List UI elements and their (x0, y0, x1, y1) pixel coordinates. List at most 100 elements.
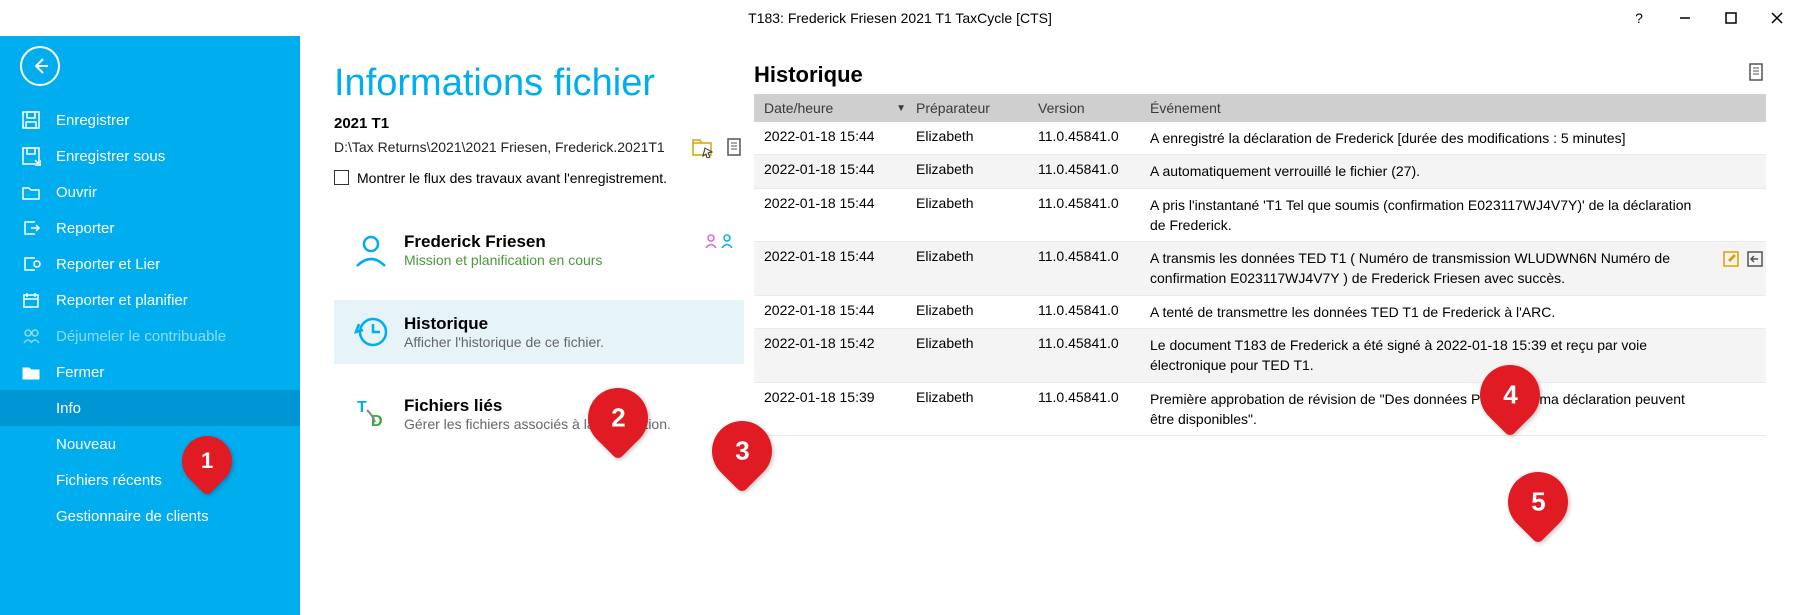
app-body: EnregistrerEnregistrer sousOuvrirReporte… (0, 36, 1800, 615)
history-card-sub: Afficher l'historique de ce fichier. (404, 334, 728, 350)
sidebar: EnregistrerEnregistrer sousOuvrirReporte… (0, 36, 300, 615)
sidebar-item[interactable]: Fermer (0, 354, 300, 390)
maximize-button[interactable] (1708, 0, 1754, 36)
unlink-people-icon (20, 325, 42, 347)
cell-preparer: Elizabeth (916, 248, 1038, 264)
table-row[interactable]: 2022-01-18 15:42Elizabeth11.0.45841.0Le … (754, 329, 1766, 383)
copy-page-icon (724, 138, 744, 160)
cell-preparer: Elizabeth (916, 335, 1038, 351)
copy-path-button[interactable] (724, 138, 744, 166)
cell-version: 11.0.45841.0 (1038, 128, 1150, 144)
table-row[interactable]: 2022-01-18 15:44Elizabeth11.0.45841.0A t… (754, 242, 1766, 296)
history-icon (353, 314, 389, 350)
year-label: 2021 T1 (334, 115, 744, 132)
history-table-body: 2022-01-18 15:44Elizabeth11.0.45841.0A e… (754, 122, 1766, 436)
save-icon (20, 109, 42, 131)
table-row[interactable]: 2022-01-18 15:39Elizabeth11.0.45841.0Pre… (754, 383, 1766, 437)
back-arrow-icon (30, 56, 50, 76)
sidebar-item[interactable]: Reporter et planifier (0, 282, 300, 318)
sidebar-sub-label: Info (56, 400, 81, 417)
history-card-title: Historique (404, 314, 728, 334)
sidebar-item[interactable]: Enregistrer sous (0, 138, 300, 174)
edit-snapshot-button[interactable] (1722, 250, 1740, 273)
close-icon (1771, 12, 1783, 24)
cell-event: Première approbation de révision de "Des… (1150, 389, 1766, 430)
sidebar-item[interactable]: Enregistrer (0, 102, 300, 138)
minimize-icon (1679, 12, 1691, 24)
cell-preparer: Elizabeth (916, 302, 1038, 318)
history-card[interactable]: Historique Afficher l'historique de ce f… (334, 300, 744, 364)
window-title: T183: Frederick Friesen 2021 T1 TaxCycle… (748, 10, 1052, 26)
carry-plan-icon (20, 289, 42, 311)
cell-event: A pris l'instantané 'T1 Tel que soumis (… (1150, 195, 1766, 236)
cell-event: A automatiquement verrouillé le fichier … (1150, 161, 1766, 181)
close-button[interactable] (1754, 0, 1800, 36)
sidebar-sub-label: Nouveau (56, 436, 116, 453)
help-icon: ? (1635, 10, 1643, 26)
file-path: D:\Tax Returns\2021\2021 Friesen, Freder… (334, 138, 744, 158)
sidebar-sub-item[interactable]: Nouveau (0, 426, 300, 462)
col-version[interactable]: Version (1038, 100, 1150, 116)
taxpayer-status: Mission et planification en cours (404, 252, 728, 268)
revert-snapshot-button[interactable] (1746, 250, 1764, 273)
sidebar-sub-item[interactable]: Gestionnaire de clients (0, 498, 300, 534)
sidebar-item[interactable]: Reporter et Lier (0, 246, 300, 282)
col-datetime-label: Date/heure (764, 100, 833, 116)
svg-text:T: T (357, 399, 367, 416)
open-folder-button[interactable] (692, 138, 714, 166)
sidebar-sub-label: Fichiers récents (56, 472, 162, 489)
copy-history-button[interactable] (1746, 63, 1766, 88)
back-button[interactable] (20, 46, 60, 86)
taxpayer-card[interactable]: Frederick Friesen Mission et planificati… (334, 218, 744, 282)
help-button[interactable]: ? (1616, 0, 1662, 36)
save-as-icon (20, 145, 42, 167)
workflow-checkbox-row[interactable]: Montrer le flux des travaux avant l'enre… (334, 170, 744, 186)
col-preparer[interactable]: Préparateur (916, 100, 1038, 116)
cell-event: Le document T183 de Frederick a été sign… (1150, 335, 1766, 376)
history-panel: Historique Date/heure▼ Préparateur Versi… (754, 62, 1766, 615)
taxpayer-name: Frederick Friesen (404, 232, 728, 252)
minimize-button[interactable] (1662, 0, 1708, 36)
person-pink-icon (704, 234, 718, 248)
table-row[interactable]: 2022-01-18 15:44Elizabeth11.0.45841.0A a… (754, 155, 1766, 188)
linked-files-title: Fichiers liés (404, 396, 728, 416)
checkbox-icon (334, 170, 349, 185)
linked-files-card[interactable]: T D Fichiers liés Gérer les fichiers ass… (334, 382, 744, 446)
sidebar-item[interactable]: Ouvrir (0, 174, 300, 210)
sidebar-sub-item[interactable]: Info (0, 390, 300, 426)
sidebar-sub-item[interactable]: Fichiers récents (0, 462, 300, 498)
table-row[interactable]: 2022-01-18 15:44Elizabeth11.0.45841.0A p… (754, 189, 1766, 243)
cell-datetime: 2022-01-18 15:44 (754, 161, 916, 177)
sidebar-item[interactable]: Reporter (0, 210, 300, 246)
main-content: Informations fichier 2021 T1 D:\Tax Retu… (300, 36, 1800, 615)
cell-preparer: Elizabeth (916, 195, 1038, 211)
cell-datetime: 2022-01-18 15:44 (754, 302, 916, 318)
table-row[interactable]: 2022-01-18 15:44Elizabeth11.0.45841.0A e… (754, 122, 1766, 155)
sidebar-item-label: Enregistrer (56, 112, 129, 129)
workflow-checkbox-label: Montrer le flux des travaux avant l'enre… (357, 170, 667, 186)
col-datetime[interactable]: Date/heure▼ (754, 100, 916, 116)
file-info-panel: Informations fichier 2021 T1 D:\Tax Retu… (334, 62, 744, 615)
cell-datetime: 2022-01-18 15:44 (754, 195, 916, 211)
cell-datetime: 2022-01-18 15:44 (754, 248, 916, 264)
file-path-text: D:\Tax Returns\2021\2021 Friesen, Freder… (334, 139, 665, 155)
window-controls: ? (1616, 0, 1800, 36)
cell-event: A transmis les données TED T1 ( Numéro d… (1150, 248, 1766, 289)
col-event[interactable]: Événement (1150, 100, 1766, 116)
sidebar-item-label: Fermer (56, 364, 104, 381)
cell-version: 11.0.45841.0 (1038, 248, 1150, 264)
table-row[interactable]: 2022-01-18 15:44Elizabeth11.0.45841.0A t… (754, 296, 1766, 329)
maximize-icon (1725, 12, 1737, 24)
cell-event: A enregistré la déclaration de Frederick… (1150, 128, 1766, 148)
history-title: Historique (754, 62, 863, 88)
cell-datetime: 2022-01-18 15:42 (754, 335, 916, 351)
folder-cursor-icon (692, 138, 714, 158)
cell-preparer: Elizabeth (916, 389, 1038, 405)
cell-version: 11.0.45841.0 (1038, 302, 1150, 318)
folder-open-icon (20, 181, 42, 203)
sidebar-item-label: Enregistrer sous (56, 148, 165, 165)
cell-event: A tenté de transmettre les données TED T… (1150, 302, 1766, 322)
cell-version: 11.0.45841.0 (1038, 335, 1150, 351)
save-revert-icon (1746, 250, 1764, 268)
carry-forward-icon (20, 217, 42, 239)
